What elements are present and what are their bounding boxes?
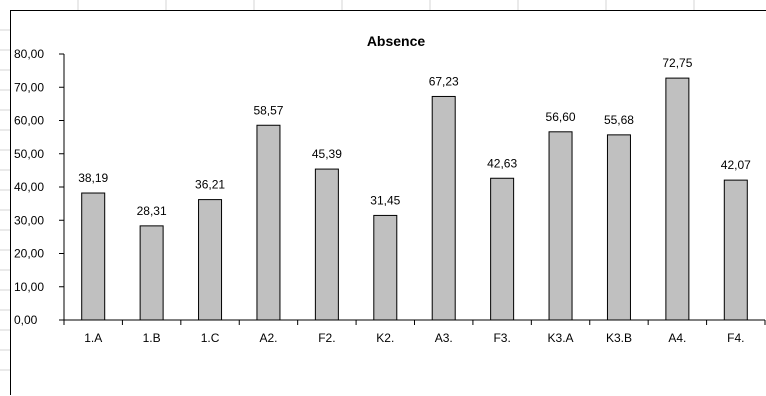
y-tick-label: 60,00 [14,114,44,128]
x-tick-label: F3. [493,331,510,345]
x-tick-label: 1.A [84,331,102,345]
bar[interactable] [81,192,106,321]
bar[interactable] [431,95,456,321]
y-tick-label: 0,00 [14,313,38,327]
bar-series [81,77,748,321]
bar[interactable] [139,225,164,321]
bar[interactable] [256,124,281,321]
y-tick-label: 50,00 [14,147,44,161]
y-tick-label: 10,00 [14,280,44,294]
chart-title: Absence [367,33,426,49]
x-tick-label: 1.C [201,331,220,345]
x-tick-label: A2. [259,331,277,345]
x-tick-label: F4. [727,331,744,345]
data-label: 42,07 [721,158,751,172]
bar[interactable] [490,177,515,321]
data-label: 36,21 [195,178,225,192]
bar[interactable] [373,214,398,321]
x-tick-label: F2. [318,331,335,345]
bar[interactable] [548,131,573,321]
data-label: 72,75 [662,56,692,70]
data-label: 28,31 [137,204,167,218]
data-labels: 38,19 28,31 36,21 58,57 45,39 31,45 67,23 42,63… [78,56,751,218]
bar[interactable] [198,199,223,321]
y-tick-label: 30,00 [14,213,44,227]
x-tick-label: K3.B [606,331,632,345]
data-label: 31,45 [370,193,400,207]
bar[interactable] [314,168,339,321]
x-tick-label: A3. [435,331,453,345]
data-label: 42,63 [487,156,517,170]
x-axis: 1.A 1.B 1.C A2. F2. K2. A3. F3. K3.A K3.B A4. F4. [63,319,766,345]
data-label: 55,68 [604,113,634,127]
y-axis: 0,00 10,00 20,00 30,00 40,00 50,00 60,00 70,00 8… [14,47,65,327]
data-label: 58,57 [253,103,283,117]
x-tick-label: 1.B [143,331,161,345]
bar[interactable] [723,179,748,321]
y-tick-label: 70,00 [14,80,44,94]
y-tick-label: 20,00 [14,247,44,261]
data-label: 38,19 [78,171,108,185]
data-label: 56,60 [546,110,576,124]
y-tick-label: 40,00 [14,180,44,194]
data-label: 45,39 [312,147,342,161]
chart-area[interactable]: Absence 0,00 10,00 20,00 30,00 40,00 50,00 60,… [10,10,766,395]
bar[interactable] [665,77,690,321]
x-tick-label: K2. [376,331,394,345]
x-tick-label: A4. [668,331,686,345]
spreadsheet-grid [0,0,695,371]
data-label: 67,23 [429,74,459,88]
bar-chart: Absence 0,00 10,00 20,00 30,00 40,00 50,00 60,… [14,33,766,345]
x-tick-label: K3.A [548,331,574,345]
bar[interactable] [606,134,631,321]
y-tick-label: 80,00 [14,47,44,61]
